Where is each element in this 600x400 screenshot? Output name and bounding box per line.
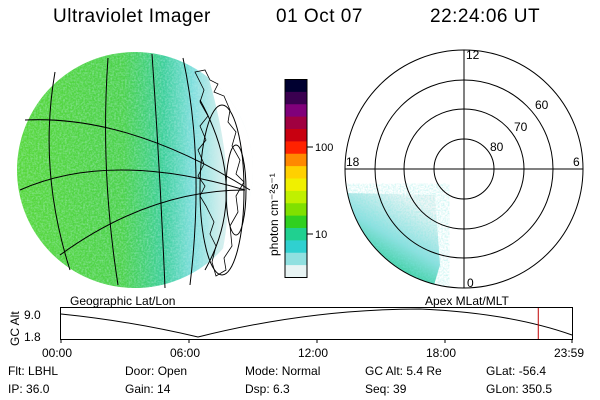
- colorbar-stripe: [285, 91, 307, 105]
- colorbar-stripe: [285, 104, 307, 118]
- colorbar-stripe: [285, 153, 307, 167]
- coastline: [194, 69, 245, 277]
- colorbar-stripe: [285, 129, 307, 142]
- timeline-xtick-0600: 06:00: [170, 346, 201, 360]
- info-ip: IP: 36.0: [8, 382, 50, 396]
- info-gain: Gain: 14: [125, 382, 171, 396]
- polar-plot: 12 18 6 0 60 70 80: [344, 48, 584, 290]
- info-flt: Flt: LBHL: [8, 364, 59, 378]
- timeline-xtick-1800: 18:00: [426, 346, 457, 360]
- colorbar-stripe: [285, 190, 307, 204]
- colorbar-stripe: [285, 215, 307, 229]
- timeline-y-label: GC Alt: [8, 311, 22, 346]
- info-mode: Mode: Normal: [245, 364, 321, 378]
- geographic-grid: [19, 53, 251, 289]
- info-glon: GLon: 350.5: [486, 382, 553, 396]
- timeline-ytick-top: 9.0: [24, 308, 41, 322]
- colorbar-stripe: [285, 252, 307, 266]
- timeline-xtick-0000: 00:00: [42, 346, 73, 360]
- colorbar-stripe: [285, 79, 307, 93]
- altitude-timeline: [60, 307, 573, 343]
- colorbar-stripe: [285, 265, 307, 279]
- info-door: Door: Open: [125, 364, 188, 378]
- polar-grid: [344, 49, 584, 289]
- timeline-xtick-2359: 23:59: [554, 346, 585, 360]
- colorbar-stripe: [285, 228, 307, 241]
- colorbar-stripe: [285, 166, 307, 180]
- instrument-title: Ultraviolet Imager: [53, 6, 211, 27]
- colorbar-tick-100: 100: [315, 142, 333, 154]
- info-gc-alt: GC Alt: 5.4 Re: [365, 364, 442, 378]
- timeline-ytick-bottom: 1.8: [24, 330, 41, 344]
- colorbar-stripe: [285, 178, 307, 192]
- lat-label-80: 80: [490, 140, 504, 154]
- colorbar: 100 10: [284, 79, 333, 279]
- mlt-label-12: 12: [466, 48, 480, 62]
- info-seq: Seq: 39: [365, 382, 407, 396]
- lat-label-60: 60: [535, 98, 549, 112]
- colorbar-unit-label: photon cm⁻²s⁻¹: [267, 173, 281, 256]
- geographic-label: Geographic Lat/Lon: [70, 294, 176, 308]
- colorbar-stripe: [285, 116, 307, 130]
- colorbar-stripe: [285, 240, 307, 254]
- lat-label-70: 70: [514, 120, 528, 134]
- colorbar-stripe: [285, 141, 307, 155]
- mlt-label-0: 0: [467, 276, 474, 290]
- mlt-label-18: 18: [346, 155, 360, 169]
- timeline-xtick-1200: 12:00: [298, 346, 329, 360]
- info-glat: GLat: -56.4: [486, 364, 547, 378]
- mlt-label-6: 6: [573, 155, 580, 169]
- observation-time: 22:24:06 UT: [430, 6, 541, 27]
- apex-label: Apex MLat/MLT: [425, 294, 509, 308]
- colorbar-stripe: [285, 203, 307, 217]
- info-dsp: Dsp: 6.3: [245, 382, 290, 396]
- observation-date: 01 Oct 07: [276, 6, 363, 27]
- colorbar-tick-10: 10: [315, 229, 327, 241]
- altitude-curve: [60, 308, 573, 338]
